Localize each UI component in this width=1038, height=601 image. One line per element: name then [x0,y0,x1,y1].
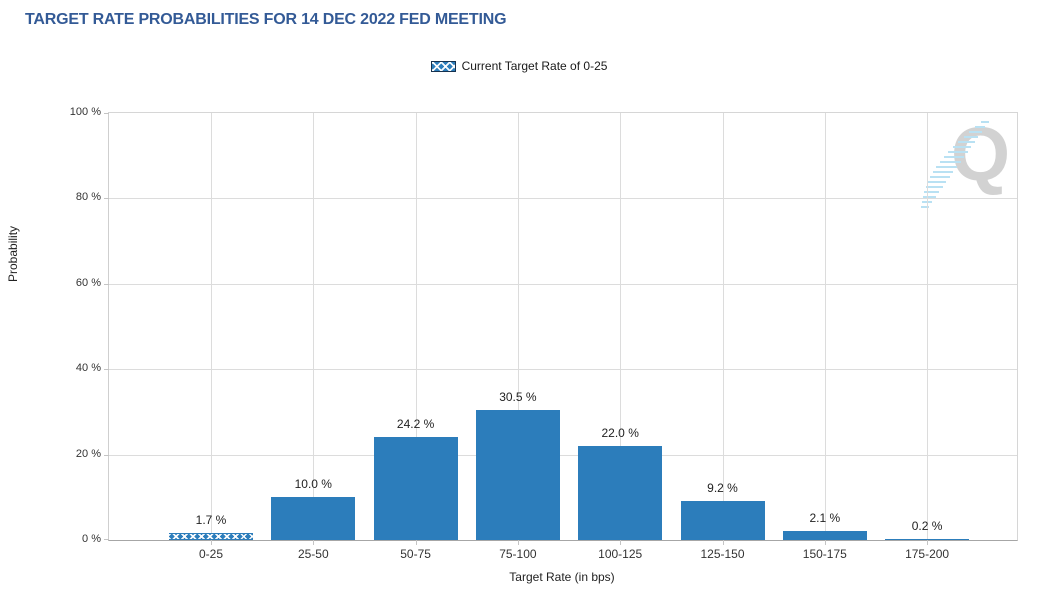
y-gridline [109,454,1017,456]
x-tick-mark [620,540,622,545]
watermark-dash [926,186,943,188]
y-tick-label: 20 % [75,447,101,460]
watermark-dash [958,141,975,143]
x-tick-mark [824,540,826,545]
x-tick-label: 100-125 [598,547,643,561]
x-gridline [313,113,315,540]
x-tick-label: 25-50 [297,547,329,561]
bar [475,410,560,540]
watermark-dash [975,126,986,128]
x-tick-label: 175-200 [905,547,950,561]
y-tick-mark [104,369,109,371]
watermark-dash [981,121,989,123]
watermark-dash [932,171,954,173]
watermark-dash [936,166,958,168]
y-tick-mark [104,113,109,114]
y-tick-label: 0 % [82,533,101,545]
y-gridline [109,283,1017,285]
y-gridline [109,198,1017,200]
watermark-dash [930,176,950,178]
bar-value-label: 24.2 % [396,417,435,431]
x-axis-title: Target Rate (in bps) [509,570,615,584]
bar-value-label: 9.2 % [707,481,738,495]
bar [680,501,765,540]
legend-item-current-target-rate[interactable]: Current Target Rate of 0-25 [430,59,608,73]
watermark-dash [952,146,972,148]
bar-value-label: 1.7 % [195,513,227,527]
bar [373,437,458,540]
bar-current-target-rate [169,533,253,540]
y-tick-mark [104,539,109,540]
bar-value-label: 30.5 % [499,390,537,404]
x-tick-label: 75-100 [499,547,537,561]
y-tick-label: 100 % [69,106,101,118]
x-tick-mark [722,540,724,545]
y-tick-mark [104,454,109,456]
bar-value-label: 10.0 % [294,477,332,491]
legend: Current Target Rate of 0-25 [0,59,1038,73]
x-gridline [927,113,929,540]
y-tick-label: 80 % [75,191,101,204]
y-tick-label: 40 % [75,362,101,375]
bar-value-label: 2.1 % [809,511,841,525]
x-tick-mark [211,540,212,545]
x-tick-label: 0-25 [198,547,224,561]
x-gridline [722,113,724,540]
chart-title: TARGET RATE PROBABILITIES FOR 14 DEC 202… [25,11,507,28]
x-gridline [824,113,826,540]
watermark-dash [963,136,979,138]
legend-swatch-crosshatch-icon [430,60,456,72]
y-axis-title: Probability [6,225,20,282]
watermark-dash [943,156,965,158]
y-tick-mark [104,283,109,285]
x-tick-label: 50-75 [400,547,431,561]
watermark-dash [948,151,968,153]
x-gridline [620,113,622,540]
x-tick-mark [415,540,417,545]
x-gridline [211,113,212,540]
y-tick-mark [104,198,109,200]
y-tick-label: 60 % [75,276,101,289]
y-gridline [109,369,1017,371]
watermark-dash [928,181,947,183]
x-tick-label: 125-150 [700,547,745,561]
plot-area: Q 0 % 20 % 40 % 60 % 80 % 100 % 1.7 % 0-25 10.0 … [70,106,1018,561]
watermark-dash [939,161,961,163]
bar [885,539,970,540]
x-tick-mark [927,540,929,545]
provider-watermark: Q [109,113,1017,540]
x-tick-mark [517,540,519,545]
watermark-dash [969,131,982,133]
x-gridline [415,113,417,540]
bar-value-label: 22.0 % [601,426,639,440]
legend-label: Current Target Rate of 0-25 [461,59,608,73]
bar-value-label: 0.2 % [911,519,943,533]
bar [782,531,867,540]
q-logo-icon: Q [951,112,1011,197]
x-tick-label: 150-175 [802,547,847,561]
bar [271,497,356,540]
bar [578,446,663,540]
x-tick-mark [313,540,315,545]
x-gridline [517,113,519,540]
